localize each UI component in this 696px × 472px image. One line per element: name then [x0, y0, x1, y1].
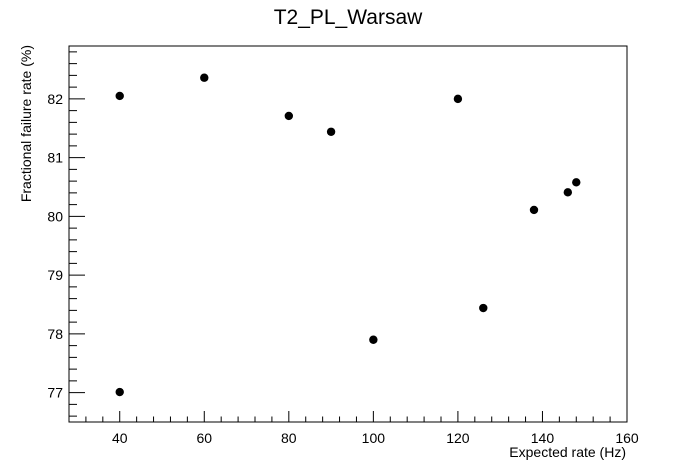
- data-point: [369, 335, 378, 344]
- y-tick-label: 82: [47, 91, 63, 107]
- y-tick-label: 79: [47, 267, 63, 283]
- data-point: [572, 178, 581, 187]
- data-point: [529, 205, 539, 215]
- data-point: [479, 303, 488, 313]
- plot-frame: [68, 45, 628, 423]
- x-tick-label: 160: [615, 430, 639, 446]
- x-tick-label: 120: [446, 430, 470, 446]
- data-point: [115, 387, 124, 397]
- data-point: [284, 111, 294, 121]
- y-axis-label: Fractional failure rate (%): [18, 45, 34, 202]
- y-tick-label: 78: [47, 326, 63, 342]
- x-tick-label: 140: [531, 430, 555, 446]
- y-tick-label: 80: [47, 208, 63, 224]
- y-tick-label: 81: [47, 150, 63, 166]
- data-points: [115, 73, 581, 397]
- y-tick-label: 77: [47, 385, 63, 401]
- x-tick-label: 40: [112, 430, 128, 446]
- data-point: [115, 91, 124, 101]
- data-point: [453, 94, 463, 104]
- data-point: [200, 73, 209, 82]
- axis-ticks: [68, 51, 628, 422]
- chart-title: T2_PL_Warsaw: [274, 6, 423, 29]
- x-axis-label: Expected rate (Hz): [509, 444, 626, 460]
- axis-tick-labels: 40 60 80 100 120 140 160 77 78 79 80 81 82: [47, 91, 638, 446]
- x-tick-label: 60: [196, 430, 212, 446]
- data-point: [326, 127, 336, 136]
- x-tick-label: 100: [362, 430, 386, 446]
- x-tick-label: 80: [281, 430, 297, 446]
- data-point: [563, 188, 573, 197]
- plot-area-border: [68, 45, 628, 423]
